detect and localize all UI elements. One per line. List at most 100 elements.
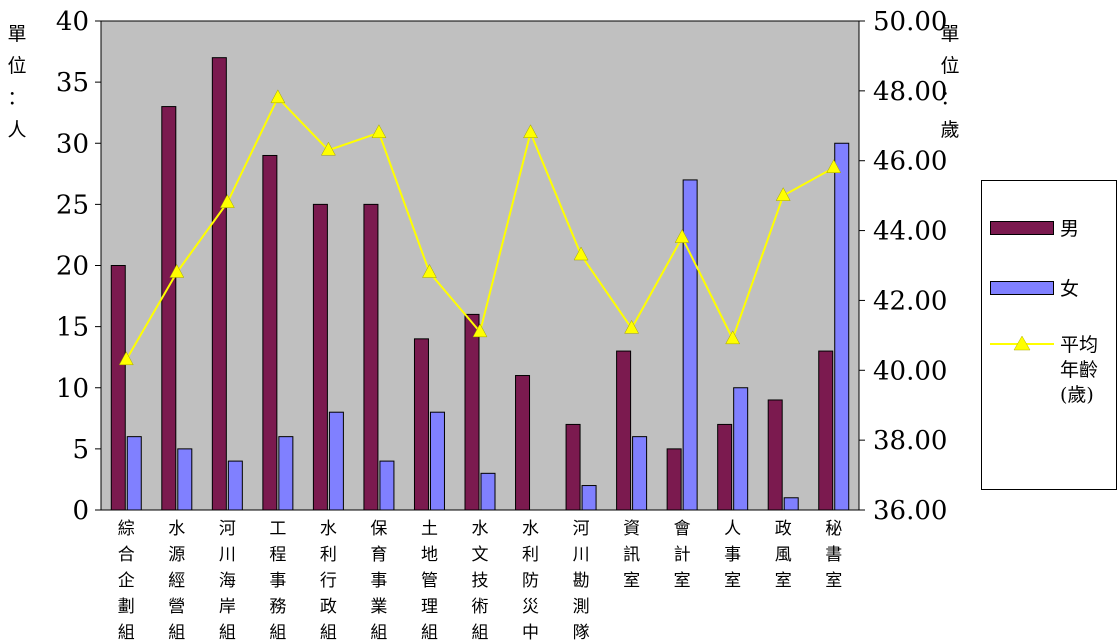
category-label-char: 組 — [421, 623, 438, 643]
category-label-char: 水 — [168, 519, 185, 539]
left-unit-label-char: ： — [7, 87, 26, 109]
bar-male — [262, 154, 278, 511]
category-label-char: 經 — [168, 571, 185, 591]
avg-age-point — [775, 187, 791, 201]
category-label-char: 事 — [370, 571, 387, 591]
category-label-char: 育 — [370, 545, 387, 565]
left-tick-label: 40 — [56, 7, 89, 37]
category-label-char: 隊 — [573, 623, 590, 643]
category-label-char: 事 — [724, 545, 741, 565]
category-label-char: 訊 — [623, 545, 640, 565]
category-label-char: 人 — [724, 519, 741, 539]
category-label-char: 河 — [219, 519, 236, 539]
category-label-char: 資 — [623, 519, 640, 539]
category-label-char: 術 — [472, 597, 489, 617]
bar-female — [429, 411, 445, 511]
bar-female — [632, 436, 648, 511]
left-tick-label: 10 — [56, 374, 89, 404]
avg-age-point — [270, 89, 286, 104]
category-label-char: 組 — [269, 623, 286, 643]
bar-male — [565, 423, 581, 511]
bar-female — [328, 411, 344, 511]
left-tick-label: 25 — [56, 190, 89, 220]
legend-swatch-male — [990, 221, 1054, 235]
left-tick-label: 30 — [56, 129, 89, 159]
left-unit-label: 單位 ： 人 — [7, 23, 26, 141]
right-tick-label: 46.00 — [873, 147, 947, 177]
category-label-char: 保 — [370, 519, 387, 539]
category-label-char: 水 — [522, 519, 539, 539]
category-label-char: 測 — [573, 597, 590, 617]
category-label-char: 室 — [674, 571, 691, 591]
avg-age-point — [371, 124, 387, 139]
avg-age-point — [523, 124, 538, 139]
right-unit-label-char: 單 — [940, 23, 959, 45]
category-label-char: 海 — [219, 571, 236, 591]
category-label-char: 水 — [320, 519, 337, 539]
bar-male — [413, 338, 429, 511]
category-label-char: 組 — [118, 623, 135, 643]
category-label-char: 計 — [674, 545, 691, 565]
bar-male — [464, 313, 480, 511]
right-tick-label: 50.00 — [873, 7, 947, 37]
bar-male — [515, 375, 531, 511]
avg-age-point — [624, 319, 640, 334]
category-label-char: 合 — [118, 545, 135, 565]
category-label-char: 程 — [269, 545, 286, 565]
right-tick-label: 48.00 — [873, 77, 947, 107]
category-label-char: 水 — [472, 519, 489, 539]
bar-female — [227, 460, 243, 511]
right-unit-label-char: ： — [940, 87, 959, 109]
category-label-char: 川 — [573, 545, 590, 565]
bar-male — [616, 350, 632, 511]
category-label-char: 組 — [168, 623, 185, 643]
category-label-char: 技 — [472, 571, 489, 591]
right-axis: 36.00 38.00 40.00 42.00 44.00 46.00 48.00 50.00 — [859, 7, 947, 526]
avg-age-point — [422, 263, 437, 278]
left-tick-label: 5 — [72, 435, 89, 465]
category-label-char: 綜 — [118, 519, 135, 539]
legend-label-avg-age: 平均年齡(歲) — [1060, 334, 1099, 406]
left-tick-label: 35 — [56, 68, 89, 98]
right-unit-label-char: 歲 — [940, 119, 959, 141]
avg-age-point — [219, 194, 235, 208]
avg-age-point — [118, 351, 134, 366]
category-label-char: 會 — [674, 519, 691, 539]
category-label-char: 源 — [168, 545, 185, 565]
category-label-char: 營 — [168, 597, 185, 617]
plot-area — [100, 20, 860, 511]
category-labels: 綜合企劃組水源經營組河川海岸組工程事務組水利行政組保育事業組土地管理組水文技術組… — [118, 519, 842, 643]
category-label-char: 秘 — [825, 519, 842, 539]
bar-male — [767, 399, 783, 511]
legend-label-female: 女 — [1060, 278, 1080, 300]
right-tick-label: 38.00 — [873, 426, 947, 456]
legend-item-avg-age: 平均年齡(歲) — [990, 333, 1106, 408]
bar-female — [126, 436, 142, 511]
avg-age-point — [826, 159, 842, 173]
bar-female — [834, 142, 850, 511]
right-unit-label: 單位 ： 歲 — [940, 23, 959, 141]
category-label: 資訊室 — [623, 519, 640, 591]
category-label-char: 防 — [522, 571, 539, 591]
category-label-char: 岸 — [219, 597, 236, 617]
bar-female — [278, 436, 294, 511]
bar-male — [717, 423, 733, 511]
category-label-char: 地 — [421, 545, 438, 565]
category-label-char: 風 — [775, 545, 792, 565]
category-label-char: 行 — [320, 571, 337, 591]
bar-male — [312, 203, 328, 511]
category-label-char: 管 — [421, 571, 438, 591]
right-tick-label: 40.00 — [873, 356, 947, 386]
bar-female — [581, 485, 597, 511]
bars — [110, 57, 850, 511]
avg-age-point — [573, 246, 589, 261]
avg-age-point — [169, 263, 185, 278]
bar-female — [379, 460, 395, 511]
category-label-char: 室 — [724, 571, 741, 591]
